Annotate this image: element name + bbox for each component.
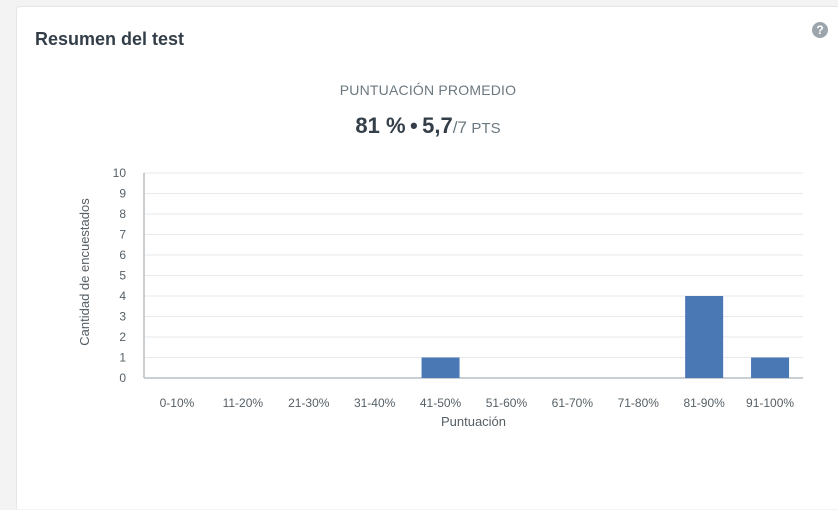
average-points: 5,7	[422, 113, 453, 138]
y-tick-label: 0	[119, 371, 126, 385]
x-tick-label: 41-50%	[420, 396, 462, 410]
x-tick-label: 51-60%	[486, 396, 528, 410]
card-title: Resumen del test	[35, 29, 185, 49]
bar-81-90%	[685, 296, 724, 378]
y-tick-label: 10	[113, 166, 127, 180]
average-percent: 81 %	[355, 113, 406, 138]
x-tick-label: 91-100%	[746, 396, 794, 410]
points-unit: PTS	[471, 120, 501, 137]
average-score-value: 81 % • 5,7/7 PTS	[17, 113, 838, 139]
y-tick-label: 3	[119, 310, 126, 324]
total-points: /7	[452, 118, 467, 137]
y-tick-label: 7	[119, 228, 126, 242]
y-tick-label: 1	[119, 351, 126, 365]
y-tick-label: 2	[119, 330, 126, 344]
score-histogram: 0 1 2 3 4 5 6 7 8 9 10 0-10% 11-20% 21-30% 31-40% 41-50…	[77, 166, 803, 429]
x-tick-label: 61-70%	[552, 396, 594, 410]
y-tick-label: 9	[119, 187, 126, 201]
x-axis-label: Puntuación	[441, 414, 506, 429]
y-tick-label: 5	[119, 269, 126, 283]
x-tick-label: 71-80%	[618, 396, 660, 410]
bar-91-100%	[751, 357, 790, 378]
x-tick-label: 21-30%	[288, 396, 330, 410]
test-summary-card: Resumen del test ? PUNTUACIÓN PROMEDIO 8…	[16, 6, 838, 509]
x-tick-label: 81-90%	[683, 396, 725, 410]
x-tick-label: 0-10%	[160, 396, 195, 410]
x-tick-label: 31-40%	[354, 396, 396, 410]
y-axis-label: Cantidad de encuestados	[77, 198, 92, 346]
y-tick-label: 4	[119, 289, 126, 303]
help-icon[interactable]: ?	[812, 22, 828, 38]
y-tick-label: 8	[119, 207, 126, 221]
average-score-label: PUNTUACIÓN PROMEDIO	[339, 82, 517, 98]
bar-41-50%	[421, 357, 460, 378]
x-tick-label: 11-20%	[223, 396, 264, 410]
y-tick-label: 6	[119, 248, 126, 262]
separator-dot: •	[410, 113, 418, 138]
